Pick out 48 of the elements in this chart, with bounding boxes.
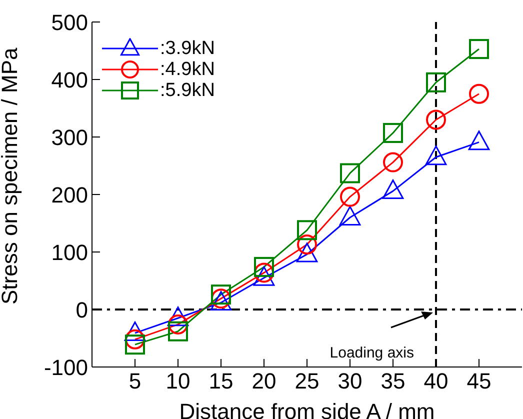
point bbox=[383, 152, 403, 172]
loading-axis-note: Loading axis bbox=[330, 312, 433, 362]
x-tick-label: 30 bbox=[338, 368, 362, 394]
y-tick-label: 500 bbox=[51, 10, 88, 35]
point bbox=[340, 186, 360, 207]
point bbox=[168, 314, 188, 334]
y-tick-label: 300 bbox=[51, 124, 88, 150]
point bbox=[469, 84, 489, 104]
point bbox=[297, 220, 317, 240]
point bbox=[426, 110, 446, 130]
y-tick-label: 0 bbox=[76, 297, 88, 322]
point bbox=[168, 321, 188, 342]
y-tick-label: -100 bbox=[44, 354, 88, 380]
point bbox=[382, 180, 404, 199]
legend-label: :5.9kN bbox=[160, 80, 215, 102]
point bbox=[297, 234, 317, 255]
y-axis-title: Stress on specimen / MPa bbox=[0, 46, 22, 304]
point bbox=[211, 284, 231, 305]
point bbox=[339, 206, 361, 226]
point bbox=[125, 329, 145, 350]
point bbox=[124, 322, 146, 342]
point bbox=[340, 163, 360, 184]
point bbox=[468, 130, 490, 150]
point bbox=[469, 39, 489, 60]
legend-label: :4.9kN bbox=[160, 58, 215, 80]
point bbox=[425, 146, 447, 166]
x-axis-title: Distance from side A / mm bbox=[179, 399, 435, 419]
x-tick-label: 5 bbox=[128, 368, 142, 394]
point bbox=[167, 306, 189, 326]
x-tick-label: 15 bbox=[208, 368, 234, 394]
x-tick-label: 45 bbox=[466, 368, 492, 394]
x-tick-label: 35 bbox=[380, 368, 406, 394]
y-tick-label: 200 bbox=[51, 182, 88, 208]
x-tick-label: 25 bbox=[294, 368, 320, 394]
point bbox=[125, 334, 145, 355]
point bbox=[426, 72, 446, 92]
y-tick-label: 400 bbox=[51, 67, 88, 92]
x-tick-label: 10 bbox=[166, 368, 190, 394]
point bbox=[254, 256, 274, 277]
x-tick-label: 20 bbox=[252, 368, 276, 394]
legend-label: :3.9kN bbox=[160, 38, 215, 60]
point bbox=[296, 242, 318, 262]
point bbox=[254, 262, 274, 283]
annotation: Loading axis bbox=[330, 344, 414, 362]
point bbox=[383, 122, 403, 143]
y-tick-label: 100 bbox=[51, 240, 88, 265]
point bbox=[253, 266, 275, 286]
x-tick-label: 40 bbox=[424, 368, 448, 394]
